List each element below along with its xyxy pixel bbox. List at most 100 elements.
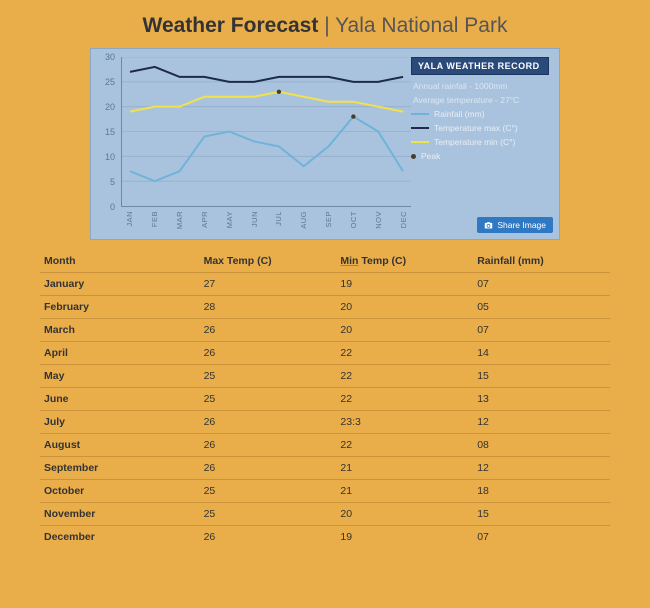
title-location: Yala National Park [335,14,507,37]
legend-label: Peak [421,151,440,161]
weather-chart-card: 051015202530 JANFEBMARAPRMAYJUNJULAUGSEP… [90,48,560,240]
x-tick: SEP [324,211,333,228]
table-cell: 07 [473,526,610,549]
y-tick: 0 [110,202,115,212]
table-cell: December [40,526,200,549]
swatch-line-icon [411,127,429,129]
table-header: Max Temp (C) [200,250,337,273]
table-cell: 08 [473,434,610,457]
table-row: May252215 [40,365,610,388]
page-title: Weather Forecast | Yala National Park [40,14,610,38]
x-tick: FEB [150,211,159,227]
table-cell: 28 [200,296,337,319]
table-cell: 21 [336,457,473,480]
x-tick: MAY [225,211,234,228]
table-cell: 23:3 [336,411,473,434]
x-tick: APR [200,211,209,228]
x-tick: NOV [374,211,383,229]
legend-label: Temperature min (C°) [434,137,515,147]
table-cell: 19 [336,273,473,296]
legend-fact: Annual rainfall - 1000mm [413,81,549,91]
table-cell: January [40,273,200,296]
table-header: Rainfall (mm) [473,250,610,273]
x-tick: DEC [399,211,408,228]
table-cell: 18 [473,480,610,503]
table-row: August262208 [40,434,610,457]
table-cell: 12 [473,411,610,434]
swatch-line-icon [411,113,429,115]
table-cell: 05 [473,296,610,319]
table-cell: August [40,434,200,457]
legend-row-tmin: Temperature min (C°) [411,137,549,147]
table-cell: 25 [200,503,337,526]
table-cell: 26 [200,342,337,365]
legend-row-peak: Peak [411,151,549,161]
y-tick: 15 [105,127,115,137]
table-cell: 07 [473,273,610,296]
table-row: July2623:312 [40,411,610,434]
table-row: February282005 [40,296,610,319]
table-cell: February [40,296,200,319]
camera-icon [484,221,493,230]
table-cell: 25 [200,480,337,503]
table-cell: 19 [336,526,473,549]
table-cell: 22 [336,388,473,411]
table-cell: 22 [336,342,473,365]
table-header: Month [40,250,200,273]
legend-row-rainfall: Rainfall (mm) [411,109,549,119]
table-cell: June [40,388,200,411]
legend-row-tmax: Temperature max (C°) [411,123,549,133]
y-tick: 30 [105,52,115,62]
swatch-dot-icon [411,154,416,159]
legend-fact: Average temperature - 27°C [413,95,549,105]
title-sep: | [318,14,335,37]
table-cell: 20 [336,296,473,319]
table-cell: 27 [200,273,337,296]
table-cell: 26 [200,411,337,434]
x-tick: MAR [175,211,184,229]
table-row: September262112 [40,457,610,480]
x-tick: JAN [125,211,134,227]
x-tick: AUG [299,211,308,229]
share-label: Share Image [497,220,546,230]
x-tick: JUL [274,211,283,226]
table-cell: April [40,342,200,365]
table-cell: 20 [336,503,473,526]
table-row: March262007 [40,319,610,342]
table-cell: 13 [473,388,610,411]
table-cell: 12 [473,457,610,480]
x-tick: JUN [250,211,259,227]
table-cell: 22 [336,434,473,457]
legend-label: Temperature max (C°) [434,123,518,133]
title-bold: Weather Forecast [143,14,319,37]
share-image-button[interactable]: Share Image [477,217,553,233]
table-cell: 15 [473,503,610,526]
table-cell: March [40,319,200,342]
table-row: April262214 [40,342,610,365]
table-row: December261907 [40,526,610,549]
table-cell: 15 [473,365,610,388]
table-row: June252213 [40,388,610,411]
table-cell: November [40,503,200,526]
chart-plot [121,57,411,207]
y-tick: 10 [105,152,115,162]
table-cell: October [40,480,200,503]
legend-header: YALA WEATHER RECORD [411,57,549,75]
table-cell: September [40,457,200,480]
table-row: October252118 [40,480,610,503]
table-cell: 26 [200,434,337,457]
table-cell: 25 [200,365,337,388]
y-tick: 25 [105,77,115,87]
table-cell: 14 [473,342,610,365]
table-cell: 07 [473,319,610,342]
table-cell: 21 [336,480,473,503]
table-cell: July [40,411,200,434]
x-tick: OCT [349,211,358,228]
table-row: November252015 [40,503,610,526]
table-cell: May [40,365,200,388]
swatch-line-icon [411,141,429,143]
table-cell: 26 [200,319,337,342]
table-cell: 25 [200,388,337,411]
y-tick: 5 [110,177,115,187]
table-row: January271907 [40,273,610,296]
